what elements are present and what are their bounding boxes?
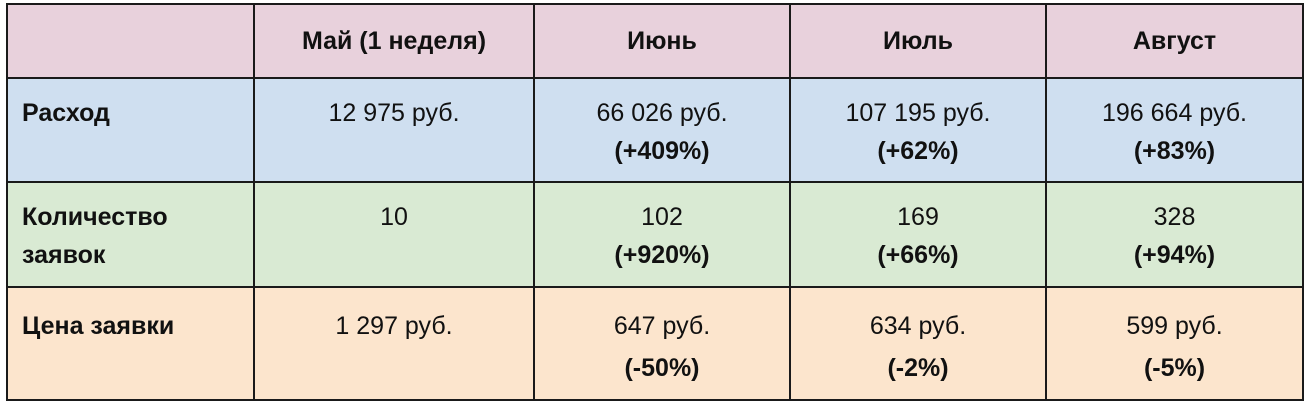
header-august: Август (1045, 3, 1304, 79)
cell-value: 647 руб. (613, 312, 711, 340)
cell-change: (+94%) (1133, 241, 1216, 269)
row-label-leads: Количество заявок (6, 181, 255, 288)
row-label-line: заявок (22, 241, 106, 269)
cell-change: (+409%) (614, 137, 710, 165)
header-july: Июль (789, 3, 1047, 79)
row-label-expense: Расход (6, 77, 255, 183)
cell-value: 102 (641, 203, 683, 231)
cell-value: 599 руб. (1126, 312, 1223, 340)
cell-change: (+62%) (877, 137, 959, 165)
cell-value: 169 (897, 203, 939, 231)
table-row-leads: Количество заявок 10 102 (+920%) 169 (+6… (6, 181, 1304, 288)
header-june: Июнь (533, 3, 791, 79)
cell-price-may: 1 297 руб. (253, 286, 535, 401)
cell-price-august: 599 руб. (-5%) (1045, 286, 1304, 401)
cell-expense-july: 107 195 руб. (+62%) (789, 77, 1047, 183)
cell-expense-may: 12 975 руб. (253, 77, 535, 183)
cell-value: 196 664 руб. (1102, 99, 1247, 127)
row-label-price: Цена заявки (6, 286, 255, 401)
cell-leads-june: 102 (+920%) (533, 181, 791, 288)
cell-value: 12 975 руб. (328, 99, 460, 127)
table-row-price: Цена заявки 1 297 руб. 647 руб. (-50%) 6… (6, 286, 1304, 401)
cell-price-july: 634 руб. (-2%) (789, 286, 1047, 401)
cell-leads-may: 10 (253, 181, 535, 288)
header-empty-cell (6, 3, 255, 79)
cell-leads-august: 328 (+94%) (1045, 181, 1304, 288)
metrics-table: Май (1 неделя) Июнь Июль Август Расход 1… (6, 3, 1304, 401)
cell-value: 10 (380, 203, 408, 231)
cell-change: (-5%) (1143, 354, 1206, 382)
cell-value: 107 195 руб. (845, 99, 991, 127)
cell-change: (+66%) (877, 241, 959, 269)
cell-expense-august: 196 664 руб. (+83%) (1045, 77, 1304, 183)
row-label-line: Количество (22, 203, 168, 231)
cell-value: 66 026 руб. (596, 99, 728, 127)
cell-change: (-50%) (624, 354, 700, 382)
metrics-table-container: Май (1 неделя) Июнь Июль Август Расход 1… (6, 3, 1304, 401)
cell-change: (-2%) (887, 354, 949, 382)
cell-change: (+920%) (614, 241, 710, 269)
table-header-row: Май (1 неделя) Июнь Июль Август (6, 3, 1304, 79)
cell-leads-july: 169 (+66%) (789, 181, 1047, 288)
cell-value: 1 297 руб. (335, 312, 453, 340)
cell-price-june: 647 руб. (-50%) (533, 286, 791, 401)
table-row-expense: Расход 12 975 руб. 66 026 руб. (+409%) 1… (6, 77, 1304, 183)
cell-change: (+83%) (1133, 137, 1216, 165)
cell-value: 634 руб. (869, 312, 967, 340)
cell-expense-june: 66 026 руб. (+409%) (533, 77, 791, 183)
header-may: Май (1 неделя) (253, 3, 535, 79)
cell-value: 328 (1153, 203, 1196, 231)
